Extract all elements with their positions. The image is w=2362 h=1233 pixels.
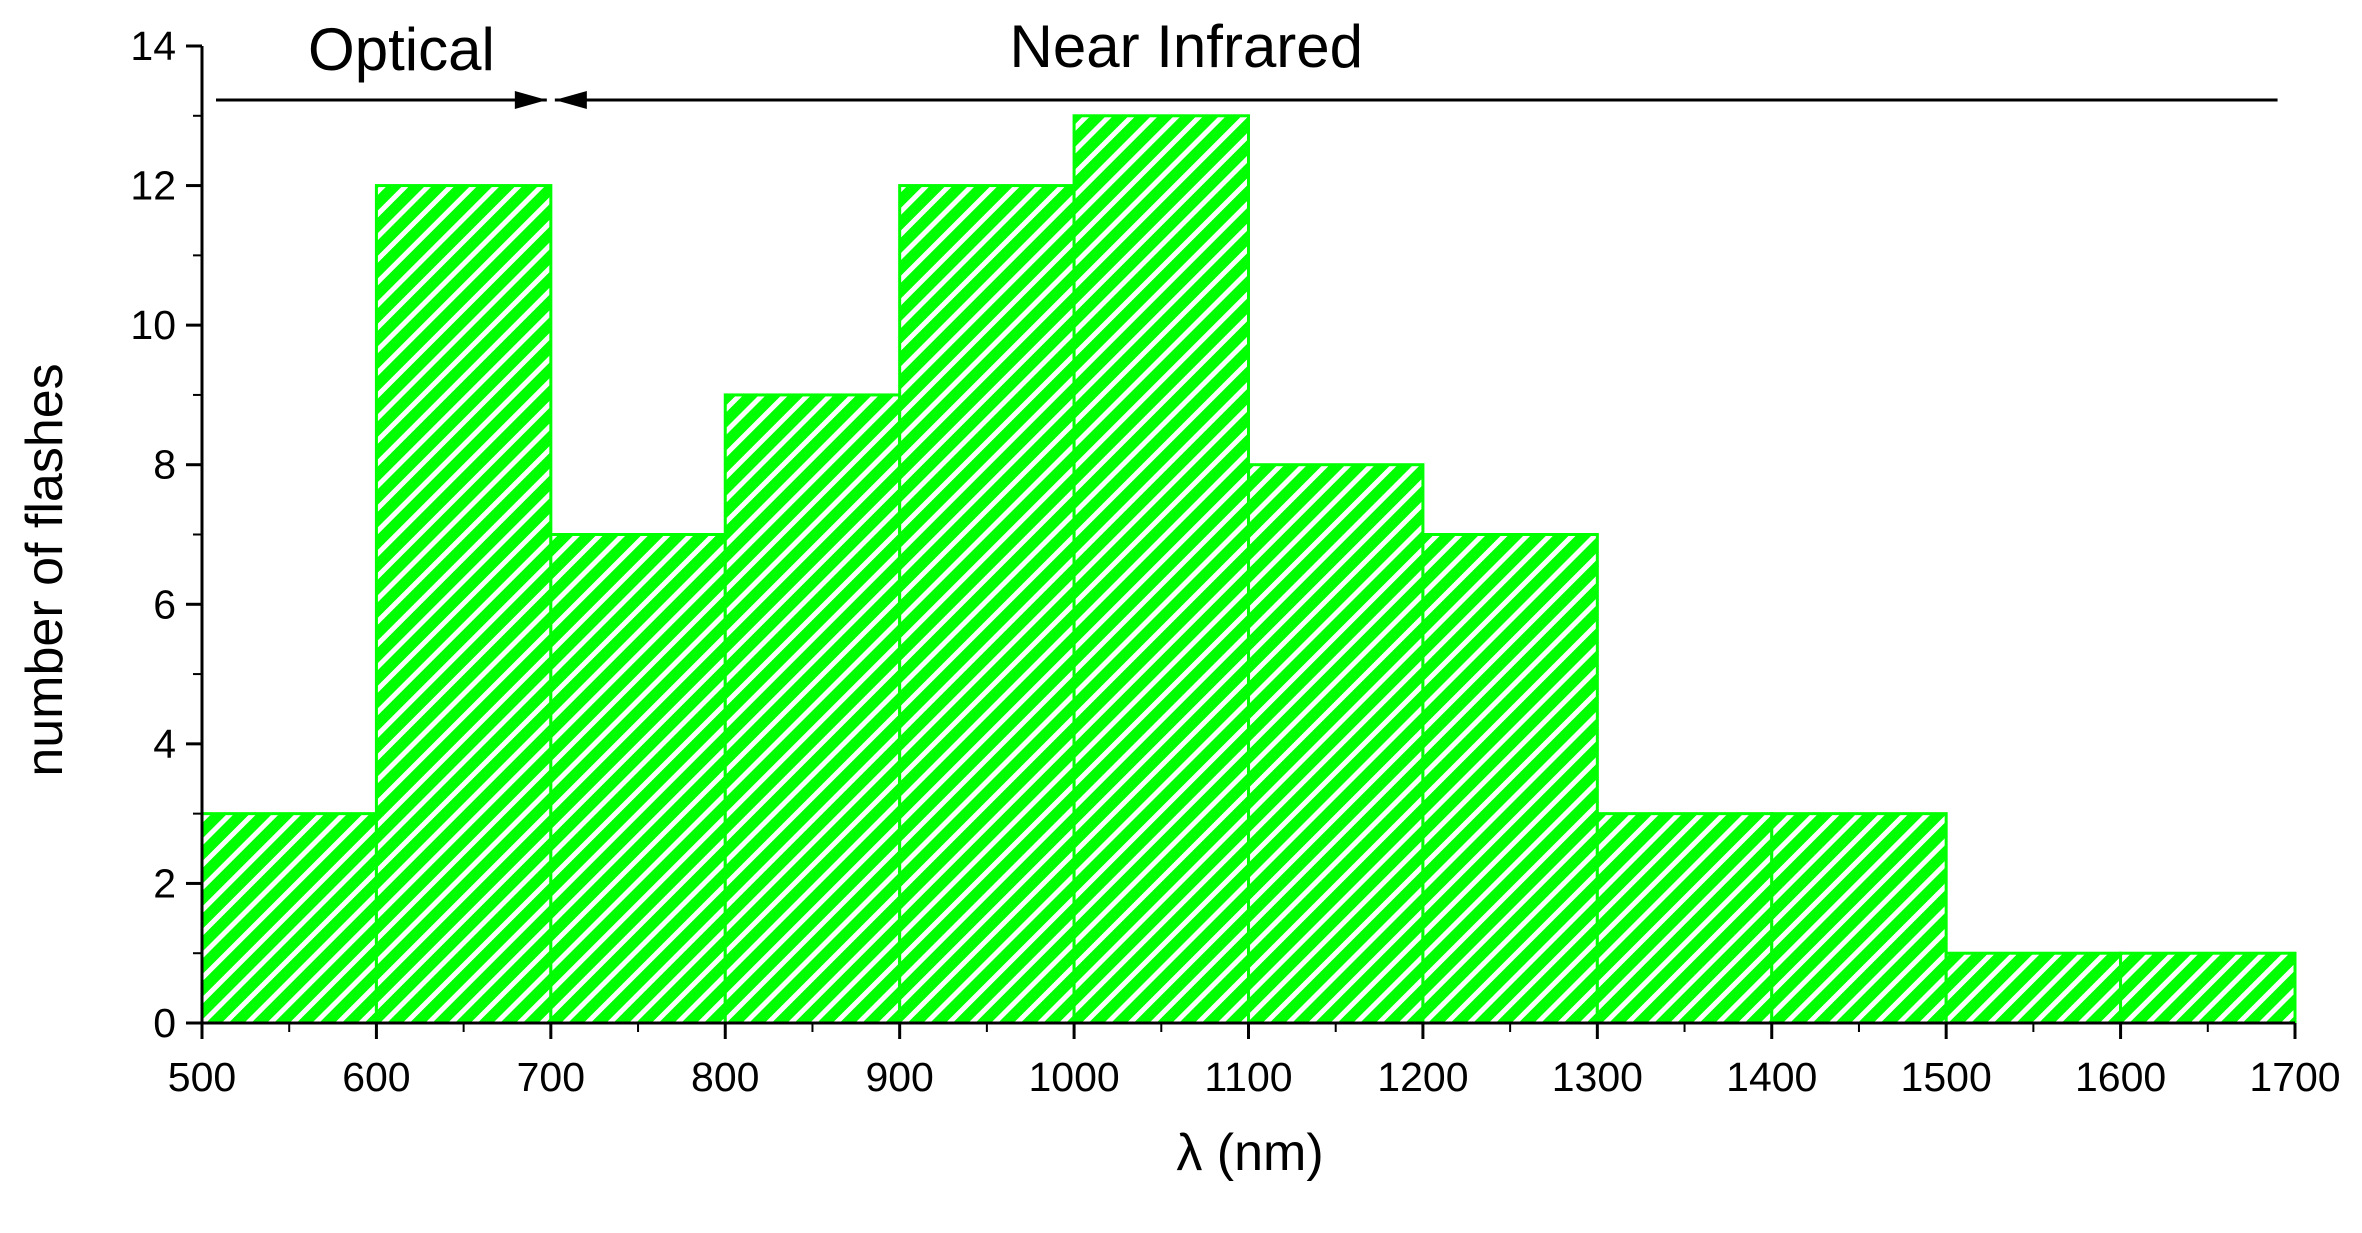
y-tick-label: 4	[153, 721, 176, 767]
x-tick-label: 1300	[1552, 1054, 1643, 1100]
histogram-bar	[723, 393, 902, 1025]
histogram-bar	[1421, 533, 1599, 1025]
histogram-bar	[374, 184, 553, 1025]
x-tick-label: 1600	[2075, 1054, 2166, 1100]
near-infrared-label: Near Infrared	[1010, 13, 1364, 80]
histogram-bar	[1072, 114, 1251, 1025]
x-tick-label: 1400	[1726, 1054, 1817, 1100]
x-tick-label: 800	[691, 1054, 759, 1100]
spectral-range-annotations: Optical Near Infrared	[216, 13, 2278, 109]
histogram-bar	[1770, 812, 1948, 1025]
y-axis-title: number of flashes	[16, 363, 74, 776]
x-tick-label: 1100	[1204, 1054, 1292, 1100]
histogram-bar	[2119, 951, 2297, 1025]
y-tick-label: 14	[130, 23, 176, 69]
x-tick-label: 900	[865, 1054, 933, 1100]
optical-label: Optical	[308, 16, 495, 83]
y-tick-label: 0	[153, 1000, 176, 1046]
histogram-bar	[898, 184, 1076, 1025]
optical-arrow-head	[514, 91, 547, 109]
histogram-bar	[1247, 463, 1425, 1025]
x-tick-label: 1500	[1901, 1054, 1992, 1100]
x-tick-label: 700	[517, 1054, 585, 1100]
ticks-group: 500 600 700 800 900 1000 1100 1200 1300 1400 1500 1…	[130, 23, 2340, 1100]
histogram-bar	[200, 812, 378, 1025]
x-tick-label: 500	[168, 1054, 236, 1100]
x-tick-label: 1200	[1377, 1054, 1468, 1100]
y-tick-label: 12	[130, 163, 176, 209]
x-tick-label: 1000	[1028, 1054, 1119, 1100]
y-tick-label: 6	[153, 581, 176, 627]
x-tick-label: 1700	[2249, 1054, 2340, 1100]
bars-group	[200, 114, 2297, 1025]
y-tick-label: 10	[130, 302, 176, 348]
histogram-bar	[549, 533, 727, 1025]
x-tick-label: 600	[342, 1054, 410, 1100]
histogram-bar	[1595, 812, 1774, 1025]
y-tick-label: 8	[153, 442, 176, 488]
x-axis-title: λ (nm)	[1176, 1124, 1323, 1182]
histogram-bar	[1944, 951, 2123, 1025]
near-infrared-arrow-head	[554, 91, 587, 109]
y-tick-label: 2	[153, 860, 176, 906]
